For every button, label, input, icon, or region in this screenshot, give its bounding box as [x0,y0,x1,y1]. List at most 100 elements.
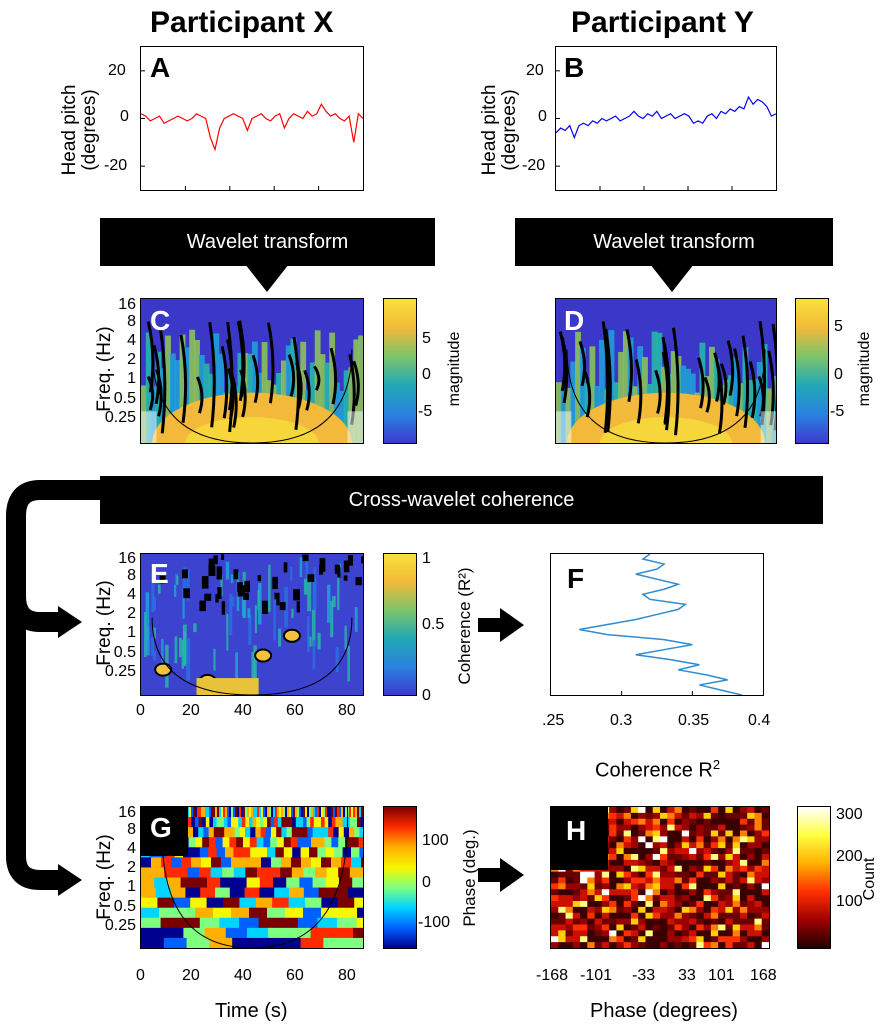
heatmap-column [589,346,596,443]
count-cell [674,895,683,902]
phase-cell [255,807,258,818]
count-cell [732,859,741,867]
count-cell [747,906,755,914]
count-cell [667,942,676,948]
count-cell [710,918,719,925]
count-cell [725,865,734,873]
phase-cell [274,887,290,899]
count-cell [754,842,763,849]
count-cell [732,924,741,931]
count-cell [572,877,581,884]
count-cell [660,865,668,873]
phase-cell [207,807,210,818]
count-cell [645,848,654,855]
phase-cell [201,807,204,818]
significance-blob [307,574,315,583]
count-cell [761,842,769,849]
freq-ticks-e: 16 8 4 2 1 0.5 0.25 [104,550,136,680]
count-cell [558,918,567,925]
count-cell [660,842,668,849]
coherence-streak [335,647,339,673]
count-cell [754,854,763,861]
count-cell [594,924,603,931]
count-cell [660,859,668,867]
phase-cell [347,807,350,818]
phase-cell [239,917,260,929]
count-cell [667,901,676,908]
phase-cell [304,837,312,848]
phase-cell [191,857,202,868]
count-cell [674,812,683,820]
count-cell [630,936,639,943]
count-cell [652,854,661,861]
phase-cell [224,827,230,838]
count-cell [703,865,712,873]
phase-cell [239,807,242,818]
count-cell [609,924,617,931]
count-cell [674,824,683,831]
count-cell [660,830,668,837]
phase-cell [287,807,290,818]
phase-cell [345,807,348,818]
phase-cell [157,897,175,909]
count-cell [696,848,705,855]
count-cell [580,906,588,914]
count-cell [609,912,617,920]
count-cell [652,842,661,849]
count-cell [696,901,705,908]
count-cell [681,865,690,873]
count-cell [703,871,712,878]
phase-cell [361,807,363,818]
panel-g-label-bg [140,806,188,856]
count-cell [601,930,610,937]
phase-cell [241,857,252,868]
phase-cell [193,807,196,818]
significance-contour [239,369,247,418]
count-cell [689,895,697,902]
count-cell [754,830,763,837]
phase-cell [307,807,310,818]
significance-contour [654,369,662,414]
coherence-streak [247,608,251,618]
count-cell [652,807,661,814]
count-cell [645,830,654,837]
count-cell [565,889,574,896]
pitch-line-chart-b [555,70,777,190]
significance-contour [227,368,235,420]
phase-cell [249,837,258,848]
count-cell [558,895,567,902]
bracket-arrows-icon [6,480,104,896]
count-cell [572,889,581,896]
phase-cell [349,867,362,878]
count-cell [718,859,726,867]
count-cell [718,936,726,943]
count-cell [761,924,769,931]
count-cell [594,930,603,937]
phase-cell [321,817,326,828]
count-cell [616,924,625,931]
phase-cell [337,807,340,818]
count-cell [725,883,734,890]
phase-cell [261,857,272,868]
count-cell [754,895,763,902]
count-cell [754,889,763,896]
count-cell [645,918,654,925]
count-cell [587,906,596,914]
panel-letter-d: D [564,305,585,336]
count-cell [623,912,632,920]
count-cell [761,936,769,943]
count-cell [652,936,661,943]
count-cell [623,824,632,831]
banner-wavelet-right: Wavelet transform [515,218,833,266]
phase-cell [195,837,203,848]
count-cell [609,942,617,948]
significance-blob [272,576,278,590]
count-cell [558,889,567,896]
count-cell [739,830,748,837]
count-cell [645,812,654,820]
coherence-heatmap-e [141,554,363,695]
count-cell [718,842,726,849]
phase-cell [173,897,191,909]
phase-cell [303,867,316,878]
count-cell [710,824,719,831]
